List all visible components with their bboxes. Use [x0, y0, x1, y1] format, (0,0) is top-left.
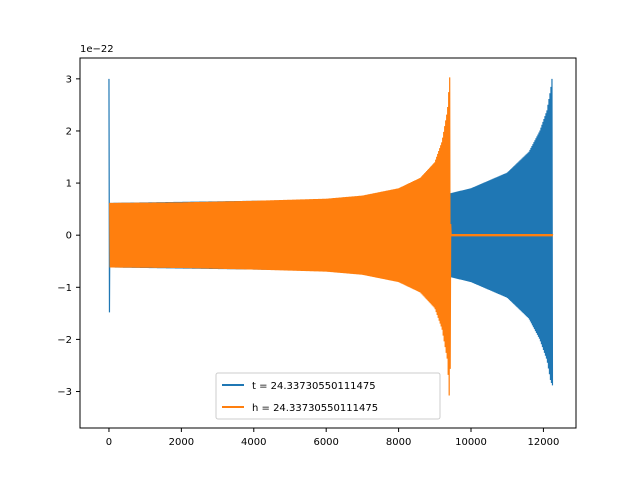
x-tick-label: 4000	[241, 437, 266, 448]
y-tick-label: 2	[66, 126, 72, 137]
y-tick-label: 0	[66, 231, 72, 242]
x-tick-label: 0	[106, 437, 112, 448]
series-layer	[108, 77, 554, 396]
legend-label-h: h = 24.33730550111475	[252, 403, 378, 414]
x-axis: 0 2000 4000 6000 8000 10000 12000	[106, 428, 560, 448]
x-tick-label: 6000	[313, 437, 338, 448]
legend: t = 24.33730550111475 h = 24.33730550111…	[215, 372, 441, 420]
y-offset-label: 1e−22	[80, 44, 114, 55]
y-tick-label: −3	[57, 387, 72, 398]
y-tick-label: −1	[57, 283, 72, 294]
x-tick-label: 8000	[386, 437, 411, 448]
x-tick-label: 2000	[169, 437, 194, 448]
axes-frame	[79, 57, 577, 429]
y-tick-label: 1	[66, 179, 72, 190]
series-line-h	[109, 77, 554, 396]
y-tick-label: −2	[57, 335, 72, 346]
x-tick-label: 10000	[455, 437, 487, 448]
legend-label-t: t = 24.33730550111475	[252, 381, 376, 392]
y-tick-label: 3	[66, 74, 72, 85]
legend-box	[215, 372, 441, 420]
y-axis: −3 −2 −1 0 1 2 3	[57, 74, 80, 398]
x-tick-label: 12000	[528, 437, 560, 448]
